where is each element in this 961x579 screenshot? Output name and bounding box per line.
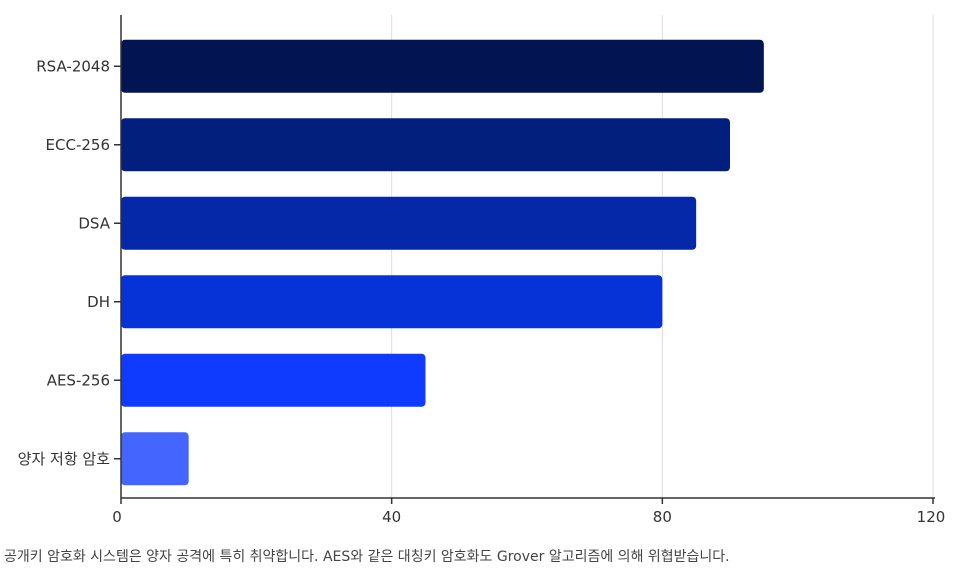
y-tick-label: 양자 저항 암호 (18, 450, 111, 468)
axes (120, 15, 935, 499)
x-tick-label: 120 (917, 508, 946, 526)
y-tick-label: AES-256 (47, 371, 110, 389)
bar-chart: 0 40 80 120 RSA-2048 ECC-256 DSA DH AES-256 양자 저항… (18, 15, 946, 526)
x-tick-label: 80 (653, 508, 672, 526)
bar (121, 118, 730, 172)
y-tick-label: ECC-256 (46, 136, 110, 154)
bar (121, 353, 426, 407)
bar (121, 432, 189, 486)
x-tick-label: 0 (112, 508, 122, 526)
gridlines (391, 15, 934, 498)
bar (121, 196, 697, 250)
y-tick-label: RSA-2048 (36, 57, 110, 75)
y-tick-label: DH (87, 293, 110, 311)
bar (121, 275, 663, 329)
bars (121, 39, 764, 486)
y-tick-label: DSA (78, 214, 110, 232)
ticks: 0 40 80 120 RSA-2048 ECC-256 DSA DH AES-256 양자 저항… (18, 57, 946, 526)
chart-caption: 공개키 암호화 시스템은 양자 공격에 특히 취약합니다. AES와 같은 대칭… (4, 549, 730, 565)
x-tick-label: 40 (382, 508, 401, 526)
bar (121, 39, 764, 93)
